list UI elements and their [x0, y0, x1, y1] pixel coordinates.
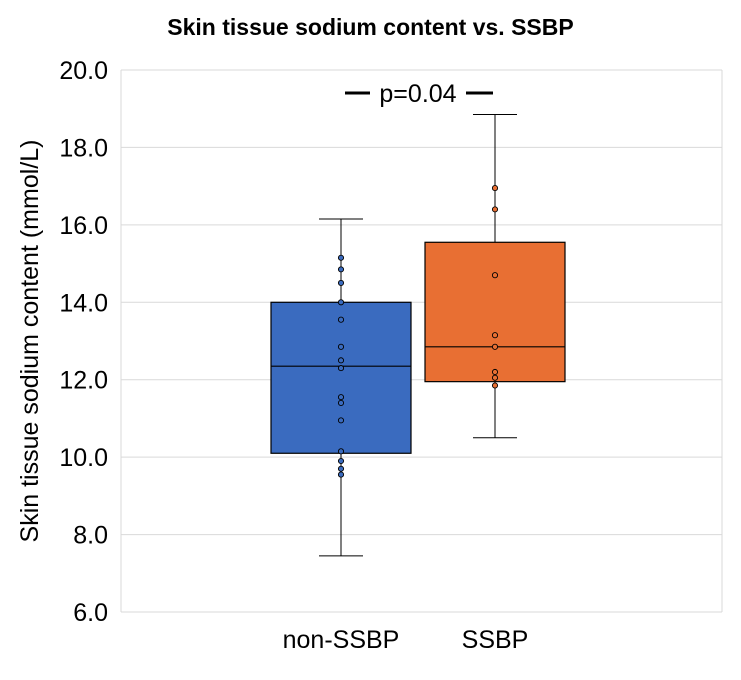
data-point	[491, 332, 499, 339]
data-point	[491, 374, 499, 381]
data-point	[491, 382, 499, 389]
iqr-box	[270, 301, 412, 454]
chart-title: Skin tissue sodium content vs. SSBP	[167, 14, 574, 40]
data-point	[337, 279, 345, 286]
data-point	[337, 399, 345, 406]
data-point	[491, 185, 499, 192]
gridlines	[120, 69, 723, 613]
data-point	[337, 266, 345, 273]
data-point	[491, 272, 499, 279]
data-point	[337, 357, 345, 364]
y-tick-labels: 6.0 8.0 10.0 12.0 14.0 16.0 18.0 20.0	[59, 57, 108, 627]
data-point	[491, 368, 499, 376]
category-labels: non-SSBP SSBP	[283, 626, 529, 654]
data-point	[337, 299, 345, 306]
y-tick-label: 20.0	[59, 57, 108, 85]
data-point	[337, 316, 345, 323]
box-non-ssbp	[270, 218, 412, 557]
y-tick-label: 18.0	[59, 134, 108, 162]
data-point	[491, 343, 499, 350]
y-tick-label: 12.0	[59, 367, 108, 395]
y-tick-label: 10.0	[59, 444, 108, 472]
significance-annotation: p=0.04	[345, 80, 493, 108]
category-label: SSBP	[462, 626, 529, 654]
data-point	[337, 343, 345, 350]
iqr-box	[424, 241, 566, 383]
y-tick-label: 8.0	[73, 522, 108, 550]
data-point	[491, 206, 499, 213]
data-point	[337, 417, 345, 424]
category-label: non-SSBP	[283, 626, 400, 654]
data-point	[337, 365, 345, 372]
data-point	[337, 471, 345, 478]
box-series	[270, 114, 566, 557]
y-tick-label: 14.0	[59, 289, 108, 317]
box-ssbp	[424, 114, 566, 439]
data-point	[337, 448, 345, 455]
y-tick-label: 16.0	[59, 212, 108, 240]
annotation-text: p=0.04	[379, 80, 456, 108]
y-tick-label: 6.0	[73, 599, 108, 627]
data-point	[337, 254, 345, 261]
data-point	[337, 457, 345, 465]
y-axis-label: Skin tissue sodium content (mmol/L)	[16, 140, 44, 543]
data-point	[337, 465, 345, 472]
data-point	[337, 394, 345, 401]
